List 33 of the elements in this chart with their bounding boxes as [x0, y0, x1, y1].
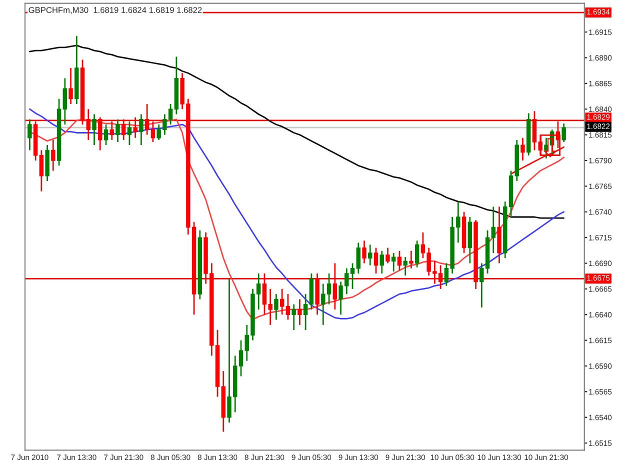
candlestick [491, 206, 496, 254]
candlestick [51, 139, 56, 172]
candlestick [356, 242, 361, 274]
candlestick [139, 114, 144, 146]
candlestick [274, 293, 278, 320]
line-series [29, 44, 565, 219]
candlestick [362, 240, 366, 264]
candlestick [127, 120, 132, 146]
candlestick [116, 118, 120, 143]
candlestick [104, 124, 108, 146]
candlestick [92, 114, 96, 146]
candlestick [403, 256, 408, 276]
candlestick [368, 244, 372, 266]
candlestick [380, 250, 384, 274]
candlestick [298, 298, 302, 326]
candlestick [392, 252, 396, 272]
candlestick [562, 122, 566, 143]
candlestick [238, 340, 244, 377]
candlestick [414, 240, 420, 268]
candlestick [280, 288, 284, 316]
candlestick [286, 293, 290, 320]
chart-title: GBPCHFm,M30 1.6819 1.6824 1.6819 1.6822 [28, 7, 202, 14]
candlestick [303, 293, 308, 331]
candlestick [397, 250, 402, 272]
candlestick [39, 150, 44, 192]
candlestick [292, 304, 296, 331]
candlestick [28, 118, 32, 151]
candlestick [386, 247, 390, 264]
candlestick [68, 67, 73, 105]
candlestick [62, 78, 68, 126]
candlestick [409, 250, 414, 270]
candlestick [374, 247, 378, 274]
candlestick [520, 137, 525, 162]
